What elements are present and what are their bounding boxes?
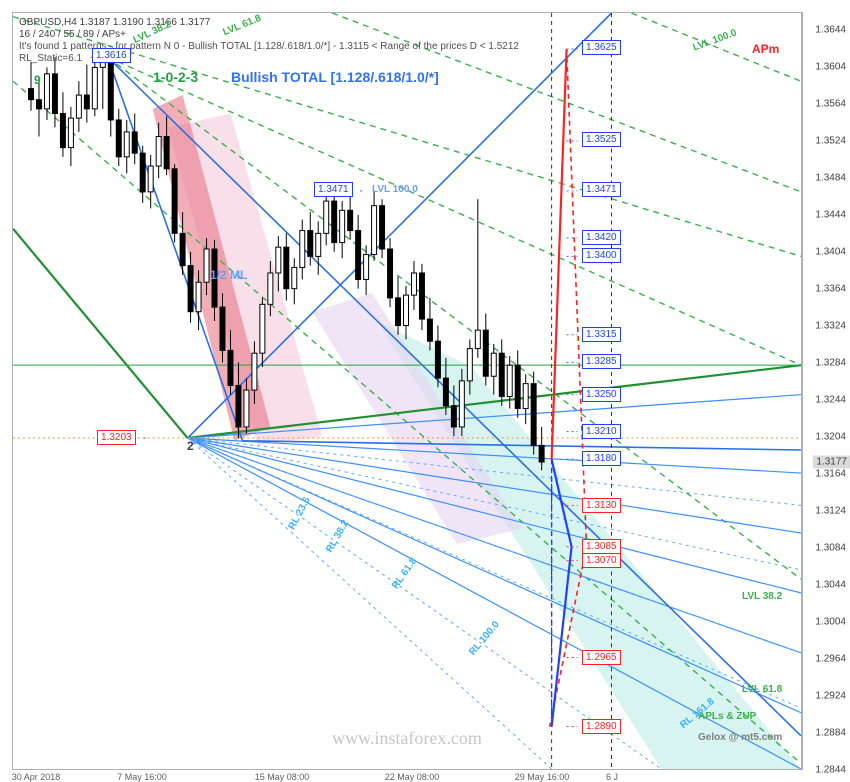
y-axis: 1.3644 1.3604 1.3564 1.3524 1.3484 1.3444 1.34… [802, 12, 850, 770]
chart-text-label: LVL 38.2 [742, 591, 782, 602]
chart-container: GBPUSD,H4 1.3187 1.3190 1.3166 1.3177 16… [0, 0, 850, 782]
chart-text-label: APm [752, 42, 779, 56]
y-tick: 1.3124 [815, 506, 846, 517]
y-tick: 1.3284 [815, 358, 846, 369]
params-line: 16 / 240 / 55 / 89 / APs+ [19, 29, 126, 40]
price-label: 1.3315 [582, 327, 621, 342]
y-tick: 1.2964 [815, 654, 846, 665]
x-axis: 30 Apr 2018 7 May 16:00 15 May 08:00 22 May… [12, 768, 802, 782]
watermark: www.instaforex.com [332, 728, 482, 749]
price-label: 1.3085 [582, 539, 621, 554]
price-label: 1.2890 [582, 719, 621, 734]
y-tick: 1.3364 [815, 284, 846, 295]
symbol-line: GBPUSD,H4 1.3187 1.3190 1.3166 1.3177 [19, 17, 210, 28]
chart-text-label: 2 [187, 439, 194, 453]
y-tick: 1.3564 [815, 99, 846, 110]
y-tick: 1.3164 [815, 469, 846, 480]
chart-text-label: LVL 61.8 [742, 684, 782, 695]
x-tick: 15 May 08:00 [255, 772, 310, 782]
y-tick: 1.2844 [815, 765, 846, 776]
chart-text-label: 9 [34, 73, 41, 87]
rl-line: RL_Static=6.1 [19, 53, 82, 64]
chart-text-label: LVL 100.0 [372, 184, 418, 195]
price-label: 1.3625 [582, 40, 621, 55]
y-tick: 1.3044 [815, 580, 846, 591]
y-tick: 1.3244 [815, 395, 846, 406]
price-label: 1.3400 [582, 248, 621, 263]
y-tick: 1.3324 [815, 321, 846, 332]
y-tick: 1.3404 [815, 247, 846, 258]
y-tick: 1.3204 [815, 432, 846, 443]
x-tick: 29 May 16:00 [515, 772, 570, 782]
price-label: 1.3203 [97, 430, 136, 445]
price-label: 1.3525 [582, 132, 621, 147]
chart-text-label: 1/2 ML [210, 268, 247, 282]
price-label: 1.3420 [582, 230, 621, 245]
y-tick: 1.3444 [815, 210, 846, 221]
y-tick: 1.2884 [815, 728, 846, 739]
price-label: 1.3285 [582, 354, 621, 369]
price-label: 1.3471 [582, 182, 621, 197]
title-name: Bullish TOTAL [1.128/.618/1.0/*] [231, 69, 439, 85]
x-tick: 7 May 16:00 [117, 772, 167, 782]
price-label: 1.3471 [314, 182, 353, 197]
x-tick: 22 May 08:00 [385, 772, 440, 782]
title-pattern: 1-0-2-3 [153, 69, 198, 85]
y-tick: 1.3644 [815, 25, 846, 36]
x-tick: 6 J [606, 772, 618, 782]
chart-plot-area[interactable]: GBPUSD,H4 1.3187 1.3190 1.3166 1.3177 16… [12, 12, 802, 770]
chart-svg-overlay [13, 13, 801, 769]
price-label: 1.3210 [582, 424, 621, 439]
y-tick: 1.3524 [815, 136, 846, 147]
chart-text-label: Gelox @ mt5.com [698, 732, 782, 743]
y-tick: 1.3004 [815, 617, 846, 628]
y-tick: 1.2924 [815, 691, 846, 702]
price-label: 1.3130 [582, 498, 621, 513]
y-tick: 1.3084 [815, 543, 846, 554]
x-tick: 30 Apr 2018 [12, 772, 61, 782]
y-tick: 1.3484 [815, 173, 846, 184]
price-label: 1.3180 [582, 451, 621, 466]
y-current-price: 1.3177 [813, 456, 850, 469]
price-label: 1.3250 [582, 387, 621, 402]
y-tick: 1.3604 [815, 62, 846, 73]
price-label: 1.3070 [582, 553, 621, 568]
price-label: 1.2965 [582, 650, 621, 665]
price-label: 1.3616 [92, 48, 131, 63]
